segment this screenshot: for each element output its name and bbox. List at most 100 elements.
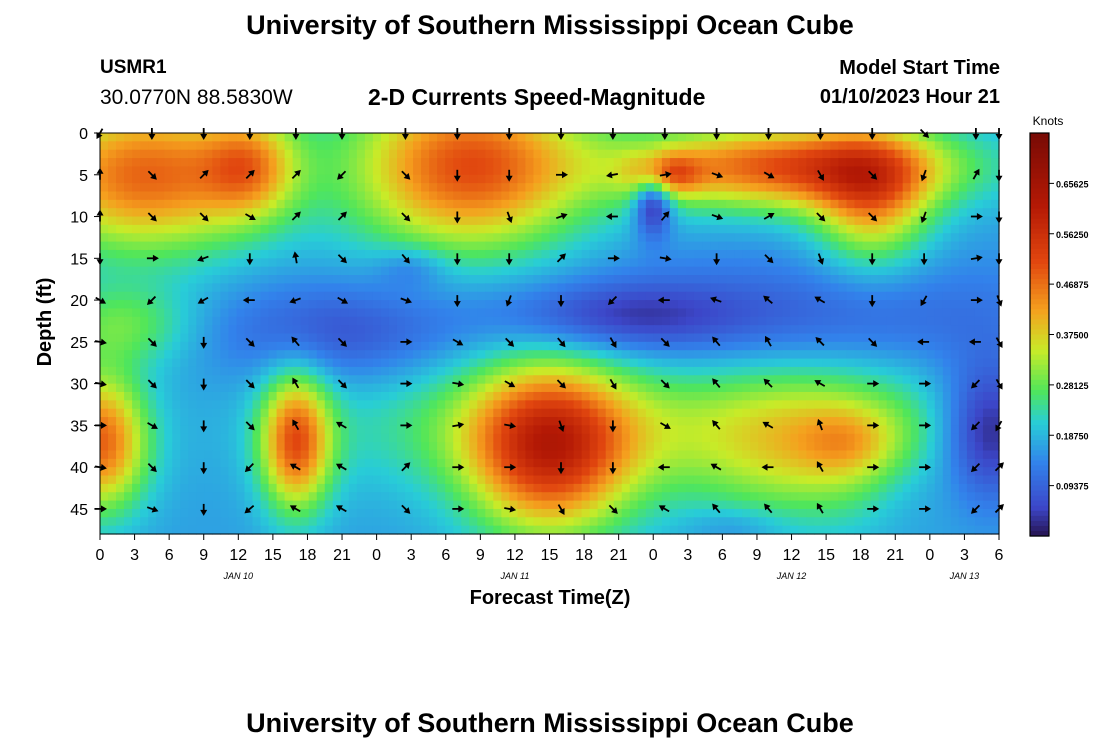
heatmap-cell bbox=[140, 275, 149, 284]
heatmap-cell bbox=[348, 450, 358, 460]
heatmap-cell bbox=[597, 133, 607, 142]
heatmap-cell bbox=[822, 224, 832, 234]
heatmap-cell bbox=[581, 492, 591, 502]
heatmap-cell bbox=[172, 224, 181, 234]
heatmap-cell bbox=[846, 174, 856, 184]
heatmap-cell bbox=[228, 492, 238, 502]
heatmap-cell bbox=[236, 450, 246, 460]
heatmap-cell bbox=[268, 258, 278, 268]
heatmap-cell bbox=[388, 492, 398, 502]
heatmap-cell bbox=[413, 216, 422, 226]
heatmap-cell bbox=[220, 199, 230, 209]
heatmap-cell bbox=[244, 467, 254, 477]
heatmap-cell bbox=[830, 183, 840, 193]
heatmap-cell bbox=[838, 442, 848, 452]
heatmap-cell bbox=[485, 258, 494, 268]
heatmap-cell bbox=[661, 433, 671, 443]
heatmap-cell bbox=[766, 283, 775, 293]
heatmap-cell bbox=[710, 291, 719, 301]
heatmap-cell bbox=[702, 275, 711, 284]
heatmap-cell bbox=[830, 208, 840, 218]
heatmap-cell bbox=[685, 492, 695, 502]
heatmap-cell bbox=[814, 241, 824, 251]
heatmap-cell bbox=[541, 358, 551, 368]
heatmap-cell bbox=[124, 199, 133, 209]
heatmap-cell bbox=[790, 400, 799, 410]
heatmap-cell bbox=[124, 174, 133, 184]
heatmap-cell bbox=[854, 300, 864, 310]
heatmap-cell bbox=[108, 366, 117, 376]
heatmap-cell bbox=[252, 492, 262, 502]
heatmap-cell bbox=[260, 141, 270, 151]
heatmap-cell bbox=[549, 350, 559, 360]
heatmap-cell bbox=[942, 158, 952, 168]
heatmap-cell bbox=[316, 358, 326, 368]
heatmap-cell bbox=[950, 325, 960, 335]
heatmap-cell bbox=[854, 458, 864, 468]
heatmap-cell bbox=[669, 308, 679, 318]
heatmap-cell bbox=[934, 483, 944, 493]
heatmap-cell bbox=[477, 291, 486, 301]
heatmap-cell bbox=[525, 133, 535, 142]
heatmap-cell bbox=[549, 383, 559, 393]
heatmap-cell bbox=[862, 216, 872, 226]
heatmap-cell bbox=[493, 133, 502, 142]
heatmap-cell bbox=[461, 433, 470, 443]
heatmap-cell bbox=[228, 216, 238, 226]
heatmap-cell bbox=[477, 391, 486, 401]
heatmap-cell bbox=[942, 191, 952, 201]
heatmap-cell bbox=[364, 249, 374, 259]
heatmap-cell bbox=[645, 241, 655, 251]
heatmap-cell bbox=[822, 199, 832, 209]
heatmap-cell bbox=[669, 300, 679, 310]
heatmap-cell bbox=[621, 358, 631, 368]
heatmap-cell bbox=[300, 458, 310, 468]
heatmap-cell bbox=[902, 483, 912, 493]
heatmap-cell bbox=[372, 475, 382, 485]
heatmap-cell bbox=[910, 283, 920, 293]
heatmap-cell bbox=[734, 358, 743, 368]
heatmap-cell bbox=[573, 158, 583, 168]
heatmap-cell bbox=[525, 241, 535, 251]
heatmap-cell bbox=[188, 341, 197, 351]
heatmap-cell bbox=[348, 266, 358, 276]
heatmap-cell bbox=[645, 149, 655, 159]
heatmap-cell bbox=[364, 391, 374, 401]
heatmap-cell bbox=[493, 149, 502, 159]
heatmap-cell bbox=[934, 141, 944, 151]
heatmap-cell bbox=[140, 149, 149, 159]
heatmap-cell bbox=[268, 417, 278, 426]
heatmap-cell bbox=[734, 391, 743, 401]
heatmap-cell bbox=[549, 391, 559, 401]
heatmap-cell bbox=[669, 333, 679, 343]
heatmap-cell bbox=[806, 492, 815, 502]
heatmap-cell bbox=[653, 133, 663, 142]
heatmap-cell bbox=[501, 275, 510, 284]
heatmap-cell bbox=[348, 233, 358, 243]
heatmap-cell bbox=[950, 133, 960, 142]
heatmap-cell bbox=[870, 391, 880, 401]
heatmap-cell bbox=[742, 458, 751, 468]
heatmap-cell bbox=[934, 300, 944, 310]
heatmap-cell bbox=[204, 391, 213, 401]
heatmap-cell bbox=[854, 467, 864, 477]
heatmap-cell bbox=[677, 241, 687, 251]
heatmap-cell bbox=[661, 216, 671, 226]
heatmap-cell bbox=[421, 149, 430, 159]
heatmap-cell bbox=[605, 300, 615, 310]
heatmap-cell bbox=[380, 450, 390, 460]
heatmap-cell bbox=[677, 366, 687, 376]
heatmap-cell bbox=[252, 199, 262, 209]
heatmap-cell bbox=[605, 350, 615, 360]
heatmap-cell bbox=[180, 183, 189, 193]
heatmap-cell bbox=[854, 417, 864, 426]
heatmap-cell bbox=[685, 433, 695, 443]
heatmap-cell bbox=[236, 492, 246, 502]
heatmap-cell bbox=[501, 425, 510, 435]
heatmap-cell bbox=[693, 325, 703, 335]
heatmap-cell bbox=[172, 458, 181, 468]
heatmap-cell bbox=[356, 333, 366, 343]
heatmap-cell bbox=[838, 383, 848, 393]
heatmap-cell bbox=[405, 275, 414, 284]
heatmap-cell bbox=[445, 208, 454, 218]
